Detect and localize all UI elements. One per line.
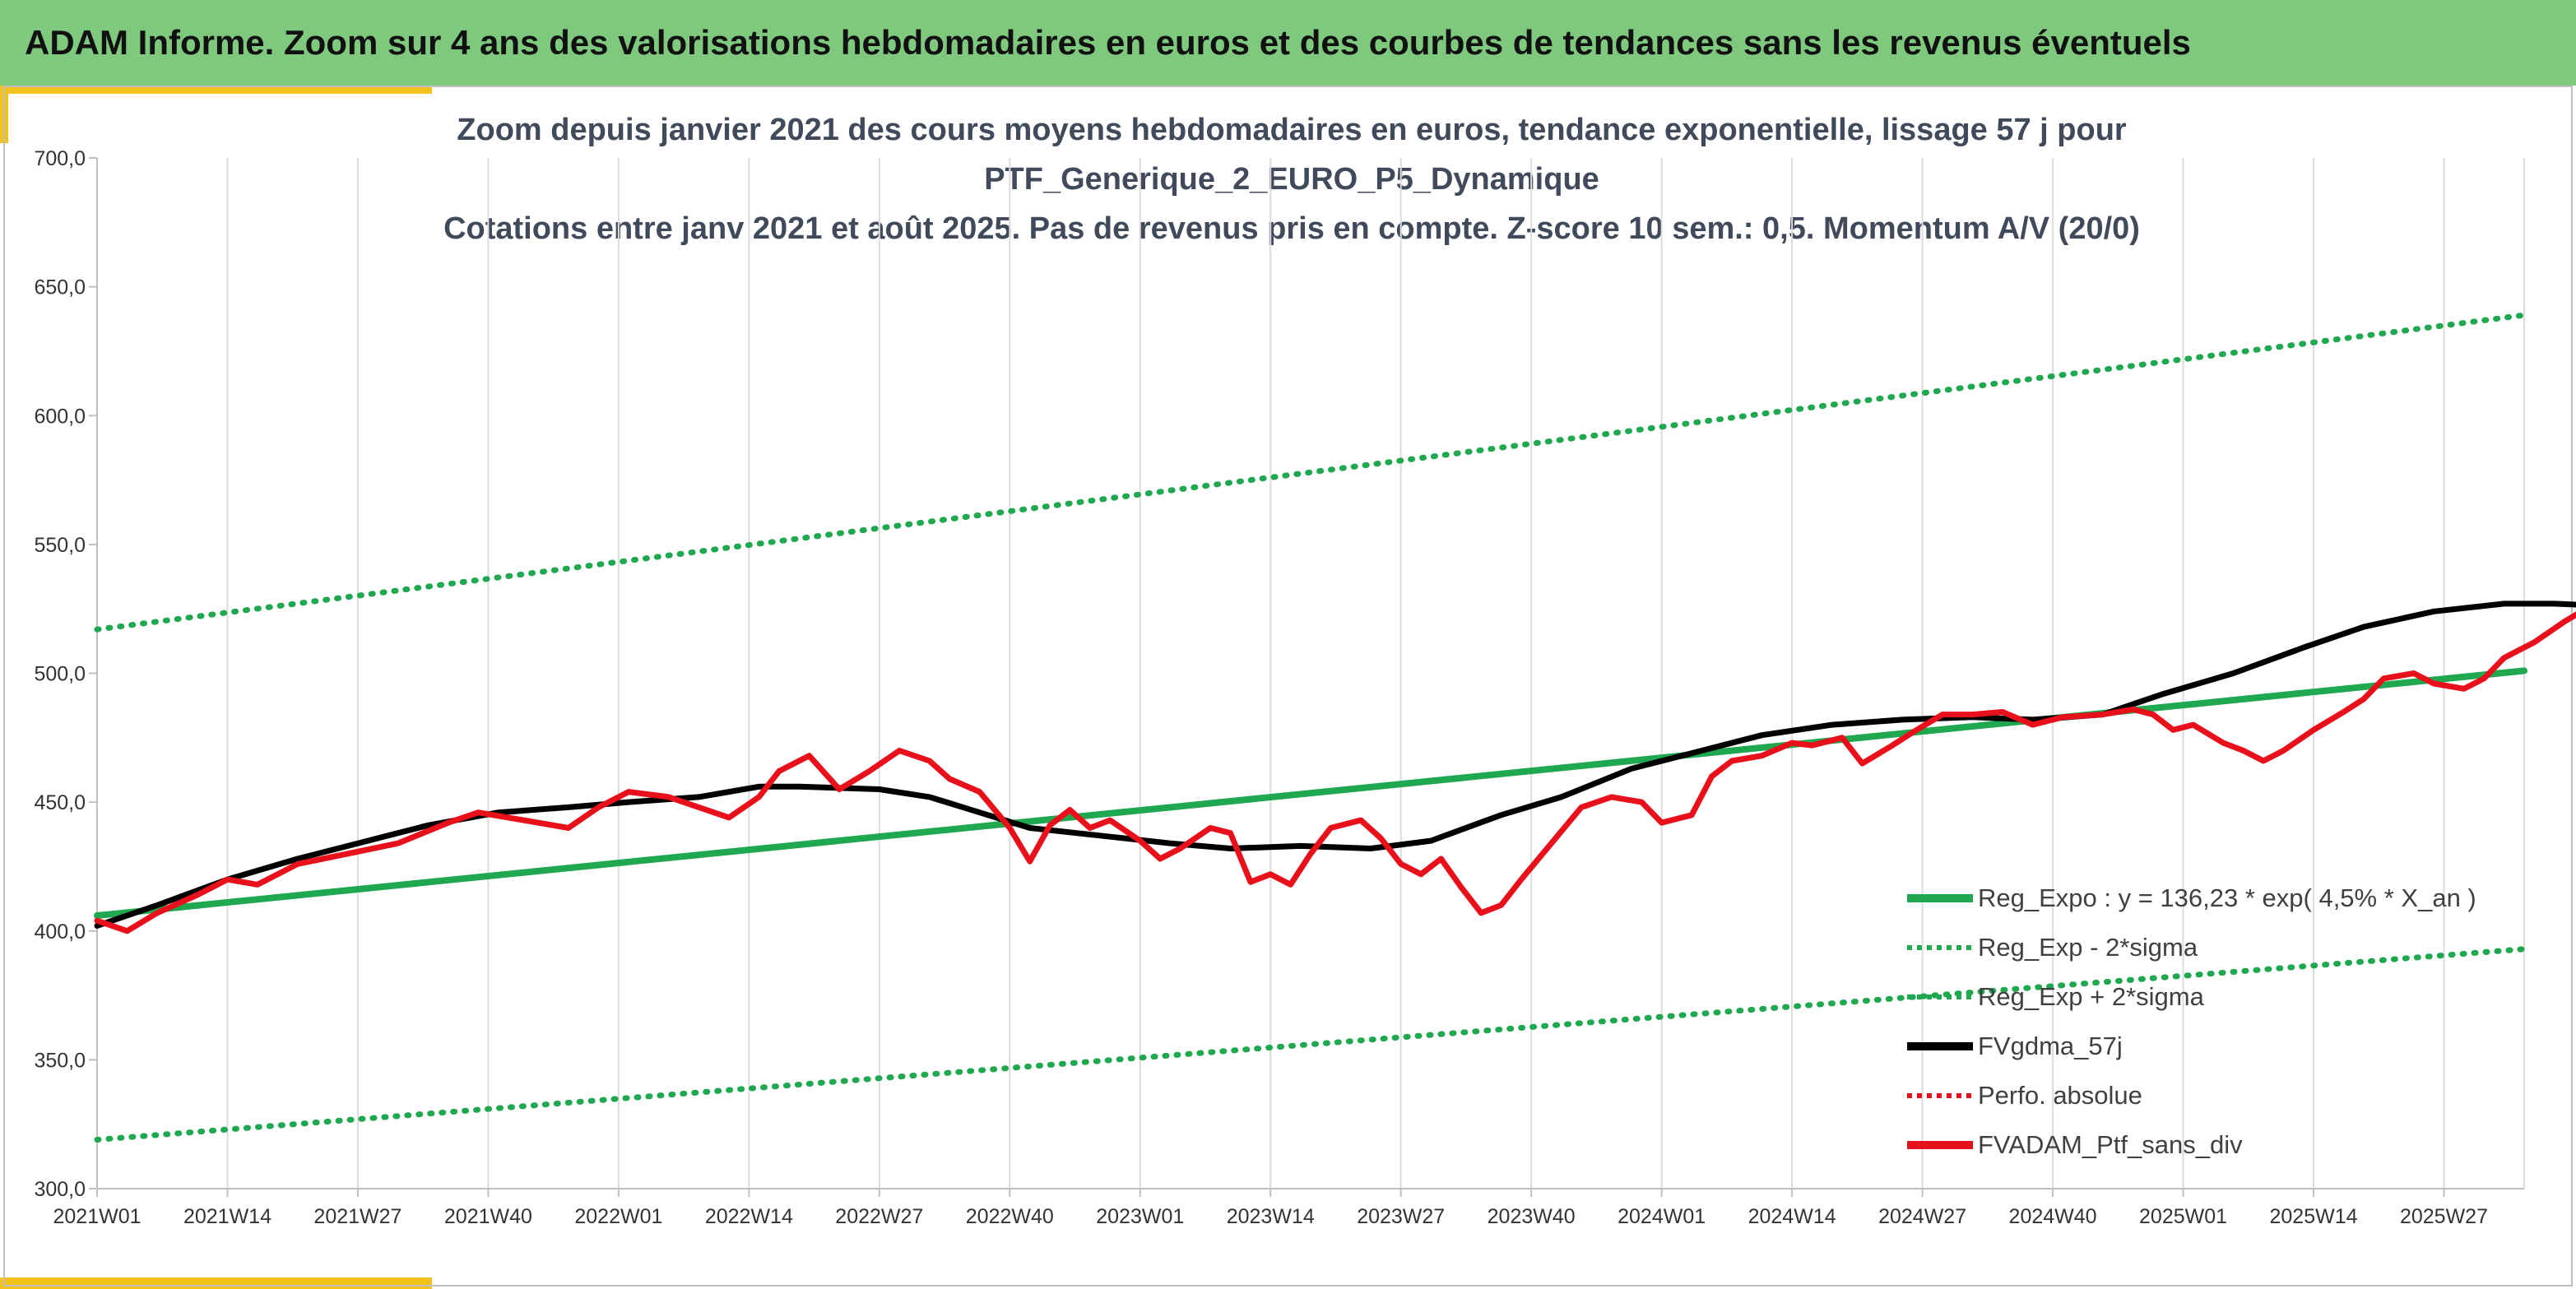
y-tick-label: 650,0 bbox=[34, 276, 86, 299]
x-tick-label: 2023W14 bbox=[1227, 1205, 1315, 1228]
x-tick-label: 2025W27 bbox=[2400, 1205, 2488, 1228]
y-tick-label: 550,0 bbox=[34, 534, 86, 557]
y-tick-label: 350,0 bbox=[34, 1049, 86, 1072]
x-tick-label: 2025W14 bbox=[2269, 1205, 2357, 1228]
x-tick-label: 2021W14 bbox=[183, 1205, 272, 1228]
chart-title-line-3: Cotations entre janv 2021 et août 2025. … bbox=[443, 211, 2140, 246]
legend-label-reg-exp-minus: Reg_Exp - 2*sigma bbox=[1978, 933, 2198, 962]
legend-item-reg-exp-minus: Reg_Exp - 2*sigma bbox=[1907, 923, 2565, 972]
x-tick-label: 2023W40 bbox=[1488, 1205, 1576, 1228]
x-tick-label: 2022W27 bbox=[835, 1205, 923, 1228]
x-tick-label: 2024W40 bbox=[2009, 1205, 2097, 1228]
series-fvadam-ptf bbox=[94, 611, 2576, 934]
x-tick-label: 2021W40 bbox=[444, 1205, 532, 1228]
series-reg-exp-plus-2sigma bbox=[94, 312, 2527, 633]
legend-label-reg-expo: Reg_Expo : y = 136,23 * exp( 4,5% * X_an… bbox=[1978, 883, 2476, 912]
legend-item-fvgdma: FVgdma_57j bbox=[1907, 1022, 2565, 1071]
y-tick-label: 500,0 bbox=[34, 663, 86, 686]
legend-label-perfo-absolue: Perfo. absolue bbox=[1978, 1081, 2142, 1110]
x-tick-label: 2021W01 bbox=[53, 1205, 141, 1228]
chart-title: Zoom depuis janvier 2021 des cours moyen… bbox=[99, 105, 2485, 253]
x-tick-label: 2022W01 bbox=[574, 1205, 662, 1228]
accent-bar-top bbox=[0, 86, 432, 94]
report-banner: ADAM Informe. Zoom sur 4 ans des valoris… bbox=[0, 0, 2576, 86]
x-tick-label: 2023W01 bbox=[1096, 1205, 1184, 1228]
legend-swatch-reg-expo bbox=[1907, 894, 1973, 902]
y-tick-label: 700,0 bbox=[34, 147, 86, 170]
chart-legend: Reg_Expo : y = 136,23 * exp( 4,5% * X_an… bbox=[1907, 874, 2565, 1170]
x-tick-label: 2025W01 bbox=[2139, 1205, 2227, 1228]
report-title: ADAM Informe. Zoom sur 4 ans des valoris… bbox=[25, 23, 2191, 62]
series-reg-exp-minus-2sigma bbox=[94, 946, 2527, 1143]
legend-swatch-perfo-absolue bbox=[1907, 1093, 1973, 1098]
legend-item-reg-exp-plus: Reg_Exp + 2*sigma bbox=[1907, 972, 2565, 1022]
x-tick-label: 2022W14 bbox=[705, 1205, 793, 1228]
legend-swatch-reg-exp-minus bbox=[1907, 945, 1973, 950]
x-tick-label: 2022W40 bbox=[966, 1205, 1054, 1228]
y-tick-label: 450,0 bbox=[34, 791, 86, 814]
x-tick-label: 2024W27 bbox=[1878, 1205, 1966, 1228]
legend-label-reg-exp-plus: Reg_Exp + 2*sigma bbox=[1978, 982, 2204, 1011]
series-fvgdma-57j bbox=[94, 600, 2576, 929]
legend-swatch-fvadam bbox=[1907, 1141, 1973, 1149]
y-tick-label: 300,0 bbox=[34, 1178, 86, 1201]
legend-swatch-reg-exp-plus bbox=[1907, 995, 1973, 999]
chart-title-line-2: PTF_Generique_2_EURO_P5_Dynamique bbox=[984, 162, 1599, 197]
legend-label-fvgdma: FVgdma_57j bbox=[1978, 1032, 2123, 1060]
legend-item-perfo-absolue: Perfo. absolue bbox=[1907, 1071, 2565, 1120]
y-tick-label: 600,0 bbox=[34, 405, 86, 428]
chart-title-line-1: Zoom depuis janvier 2021 des cours moyen… bbox=[457, 113, 2127, 147]
y-tick-label: 400,0 bbox=[34, 920, 86, 944]
chart-axes: 300,0 350,0 400,0 450,0 500,0 550,0 600,0 650,0… bbox=[34, 147, 2524, 1228]
x-tick-label: 2023W27 bbox=[1357, 1205, 1445, 1228]
legend-swatch-fvgdma bbox=[1907, 1042, 1973, 1050]
legend-item-fvadam: FVADAM_Ptf_sans_div bbox=[1907, 1120, 2565, 1170]
x-tick-label: 2021W27 bbox=[313, 1205, 401, 1228]
legend-item-reg-expo: Reg_Expo : y = 136,23 * exp( 4,5% * X_an… bbox=[1907, 874, 2565, 923]
x-tick-label: 2024W01 bbox=[1618, 1205, 1706, 1228]
legend-label-fvadam: FVADAM_Ptf_sans_div bbox=[1978, 1130, 2243, 1159]
x-tick-label: 2024W14 bbox=[1748, 1205, 1836, 1228]
chart-series bbox=[94, 312, 2576, 1143]
